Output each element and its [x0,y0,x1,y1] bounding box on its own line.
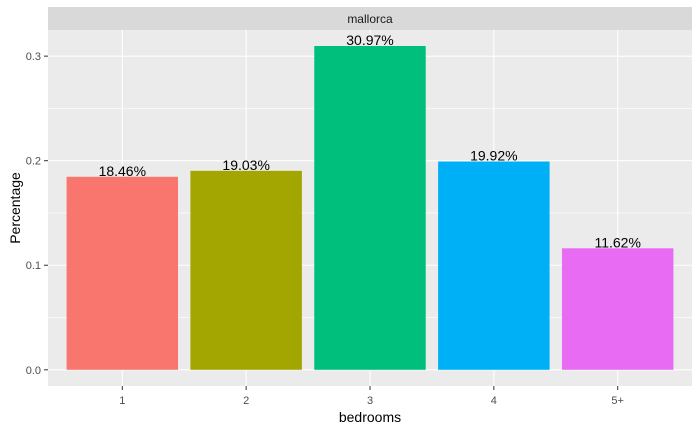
facet-strip [48,7,692,30]
bars-layer [66,45,674,370]
x-tick-label: 5+ [611,395,624,407]
x-axis-title: bedrooms [339,409,401,425]
x-axis: 1 2 3 4 5+ [119,386,624,407]
bar-value-label: 19.92% [470,148,517,164]
x-tick-label: 2 [243,395,249,407]
bar-value-label: 30.97% [346,32,393,48]
y-axis: 0.0 0.1 0.2 0.3 [26,51,48,377]
bar-5plus [561,248,674,370]
bar-3 [314,45,426,370]
x-tick-label: 3 [367,395,373,407]
x-tick-label: 1 [119,395,125,407]
bar-labels-layer: 18.46% 19.03% 30.97% 19.92% 11.62% [99,32,641,250]
bar-1 [66,176,179,370]
y-tick-label: 0.1 [26,260,41,272]
facet-strip-label: mallorca [347,12,393,26]
y-tick-label: 0.0 [26,365,41,377]
bar-value-label: 19.03% [222,157,269,173]
bar-2 [190,170,302,370]
bar-value-label: 18.46% [99,163,146,179]
bar-value-label: 11.62% [594,234,640,250]
bar-4 [438,161,550,370]
x-tick-label: 4 [491,395,497,407]
y-tick-label: 0.3 [26,51,41,63]
y-axis-title: Percentage [7,172,23,244]
y-tick-label: 0.2 [26,156,41,168]
